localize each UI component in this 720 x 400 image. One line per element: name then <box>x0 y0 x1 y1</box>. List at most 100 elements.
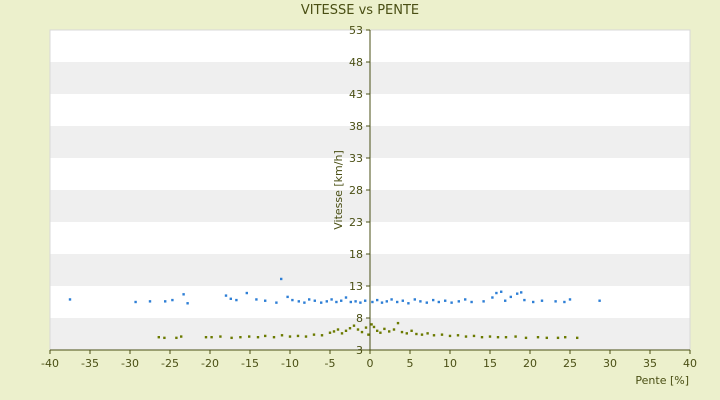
y-tick-label: 18 <box>349 248 363 261</box>
data-point <box>264 334 267 338</box>
y-tick-label: 3 <box>356 344 363 357</box>
data-point <box>210 336 213 339</box>
data-point <box>396 300 399 304</box>
data-point <box>370 323 373 326</box>
data-point <box>182 293 185 296</box>
data-point <box>204 336 208 339</box>
data-point <box>148 300 152 303</box>
data-point <box>320 301 323 304</box>
data-point <box>134 300 137 304</box>
y-tick-label: 28 <box>349 184 363 197</box>
x-tick-label: 0 <box>367 357 374 370</box>
data-point <box>344 296 348 299</box>
data-point <box>360 330 364 334</box>
data-point <box>372 325 376 329</box>
x-tick-label: -40 <box>41 357 59 370</box>
data-point <box>296 334 300 338</box>
data-point <box>280 277 283 281</box>
data-point <box>336 328 340 331</box>
data-point <box>437 300 440 304</box>
data-point <box>163 336 166 340</box>
x-tick-label: 40 <box>683 357 697 370</box>
data-point <box>335 300 338 304</box>
x-axis-title: Pente [%] <box>635 374 689 387</box>
data-point <box>396 321 400 325</box>
data-point <box>413 298 416 301</box>
data-point <box>280 334 284 337</box>
x-tick-label: 10 <box>443 357 457 370</box>
data-point <box>224 294 228 297</box>
y-tick-label: 23 <box>349 216 363 229</box>
data-point <box>303 301 306 304</box>
data-point <box>255 298 258 301</box>
data-point <box>364 299 367 302</box>
data-point <box>248 335 251 338</box>
data-point <box>383 327 386 331</box>
data-point <box>245 291 248 295</box>
data-point <box>330 298 333 301</box>
data-point <box>500 290 503 293</box>
x-tick-label: -15 <box>241 357 259 370</box>
data-point <box>554 300 557 303</box>
x-tick-label: 20 <box>523 357 537 370</box>
data-point <box>482 300 485 303</box>
data-point <box>516 292 519 295</box>
data-point <box>352 324 356 327</box>
data-point <box>545 336 548 340</box>
data-point <box>405 332 408 335</box>
data-point <box>563 300 566 304</box>
data-point <box>432 298 435 302</box>
x-tick-label: 15 <box>483 357 497 370</box>
data-point <box>68 298 72 301</box>
data-point <box>340 299 343 302</box>
x-tick-label: 25 <box>563 357 577 370</box>
data-point <box>264 299 267 302</box>
data-point <box>415 332 418 336</box>
data-point <box>410 329 413 332</box>
data-point <box>385 300 388 303</box>
data-point <box>390 298 393 301</box>
data-point <box>325 300 328 303</box>
data-point <box>340 332 344 335</box>
x-tick-label: -35 <box>81 357 99 370</box>
y-tick-label: 43 <box>349 88 363 101</box>
data-point <box>598 299 601 302</box>
y-axis-title: Vitesse [km/h] <box>332 150 345 230</box>
data-point <box>388 330 391 333</box>
y-tick-label: 13 <box>349 280 363 293</box>
y-tick-label: 38 <box>349 120 363 133</box>
data-point <box>380 301 384 304</box>
data-point <box>464 298 467 301</box>
data-point <box>364 326 368 329</box>
data-point <box>379 331 382 334</box>
data-point <box>556 336 560 340</box>
data-point <box>359 301 362 304</box>
data-point <box>332 330 336 333</box>
data-point <box>229 297 232 300</box>
data-point <box>320 334 324 337</box>
data-point <box>514 335 517 338</box>
data-point <box>495 291 498 295</box>
data-point <box>235 298 238 302</box>
data-point <box>286 295 289 299</box>
data-point <box>291 298 294 302</box>
data-point <box>239 336 242 339</box>
data-point <box>304 335 308 338</box>
data-point <box>313 299 316 302</box>
x-tick-label: 30 <box>603 357 617 370</box>
data-point <box>520 291 523 294</box>
data-point <box>312 333 316 336</box>
x-tick-label: 35 <box>643 357 657 370</box>
data-point <box>444 299 447 302</box>
data-point <box>509 295 512 299</box>
y-tick-label: 33 <box>349 152 363 165</box>
data-point <box>456 334 460 337</box>
y-tick-label: 53 <box>349 24 363 37</box>
data-point <box>450 301 453 304</box>
data-point <box>349 300 352 304</box>
data-point <box>420 333 424 336</box>
x-axis-ticks: -40 -35 -30 -25 -20 -15 -10 -5 0 5 10 15 20 25 30 35 40 <box>41 350 697 370</box>
x-tick-label: -20 <box>201 357 219 370</box>
